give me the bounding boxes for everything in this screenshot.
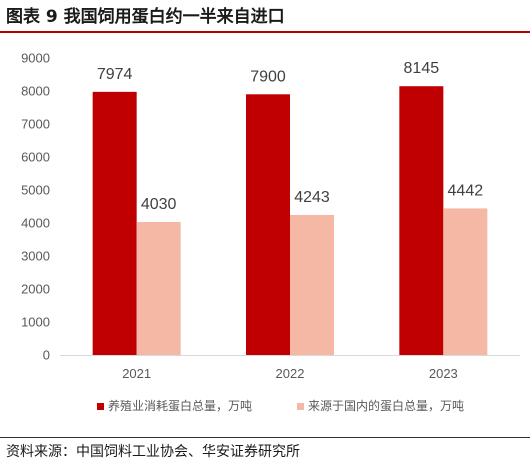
x-tick-label: 2023 xyxy=(429,366,458,381)
data-label: 4442 xyxy=(448,182,484,199)
x-tick-label: 2022 xyxy=(276,366,305,381)
bar-series-2 xyxy=(290,214,334,355)
bar-series-2 xyxy=(443,208,488,355)
x-tick-label: 2021 xyxy=(122,366,151,381)
y-axis: 0 1000 2000 3000 4000 5000 6000 7000 8000 9000 xyxy=(21,51,50,363)
bars xyxy=(92,86,488,356)
legend-swatch xyxy=(97,403,104,410)
y-tick-label: 3000 xyxy=(21,249,50,264)
y-tick-label: 4000 xyxy=(21,216,50,231)
y-tick-label: 7000 xyxy=(21,117,50,132)
y-tick-label: 9000 xyxy=(21,51,50,66)
y-tick-label: 0 xyxy=(43,348,50,363)
source-note: 资料来源：中国饲料工业协会、华安证券研究所 xyxy=(6,444,300,460)
data-label: 4243 xyxy=(294,189,330,206)
legend-label: 养殖业消耗蛋白总量，万吨 xyxy=(108,398,252,413)
data-label: 7900 xyxy=(250,68,286,85)
data-label: 4030 xyxy=(141,196,177,213)
y-tick-label: 2000 xyxy=(21,282,50,297)
bar-series-2 xyxy=(136,222,181,355)
y-tick-label: 1000 xyxy=(21,315,50,330)
legend: 养殖业消耗蛋白总量，万吨 来源于国内的蛋白总量，万吨 xyxy=(97,398,464,413)
y-tick-label: 6000 xyxy=(21,150,50,165)
title-rule xyxy=(0,31,530,33)
bar-series-1 xyxy=(92,91,137,355)
legend-swatch xyxy=(297,403,304,410)
bar-chart: 0 1000 2000 3000 4000 5000 6000 7000 8000 9000 20… xyxy=(21,51,520,413)
data-labels: 7974 4030 7900 4243 8145 4442 xyxy=(97,60,483,213)
chart-title: 图表 9 我国饲用蛋白约一半来自进口 xyxy=(6,7,285,27)
bar-series-1 xyxy=(399,86,444,355)
x-axis: 2021 2022 2023 xyxy=(60,355,520,381)
y-tick-label: 5000 xyxy=(21,183,50,198)
y-tick-label: 8000 xyxy=(21,84,50,99)
footer-rule xyxy=(0,437,530,438)
data-label: 7974 xyxy=(97,66,133,83)
bar-series-1 xyxy=(246,94,290,356)
legend-label: 来源于国内的蛋白总量，万吨 xyxy=(308,398,464,413)
data-label: 8145 xyxy=(404,60,440,77)
